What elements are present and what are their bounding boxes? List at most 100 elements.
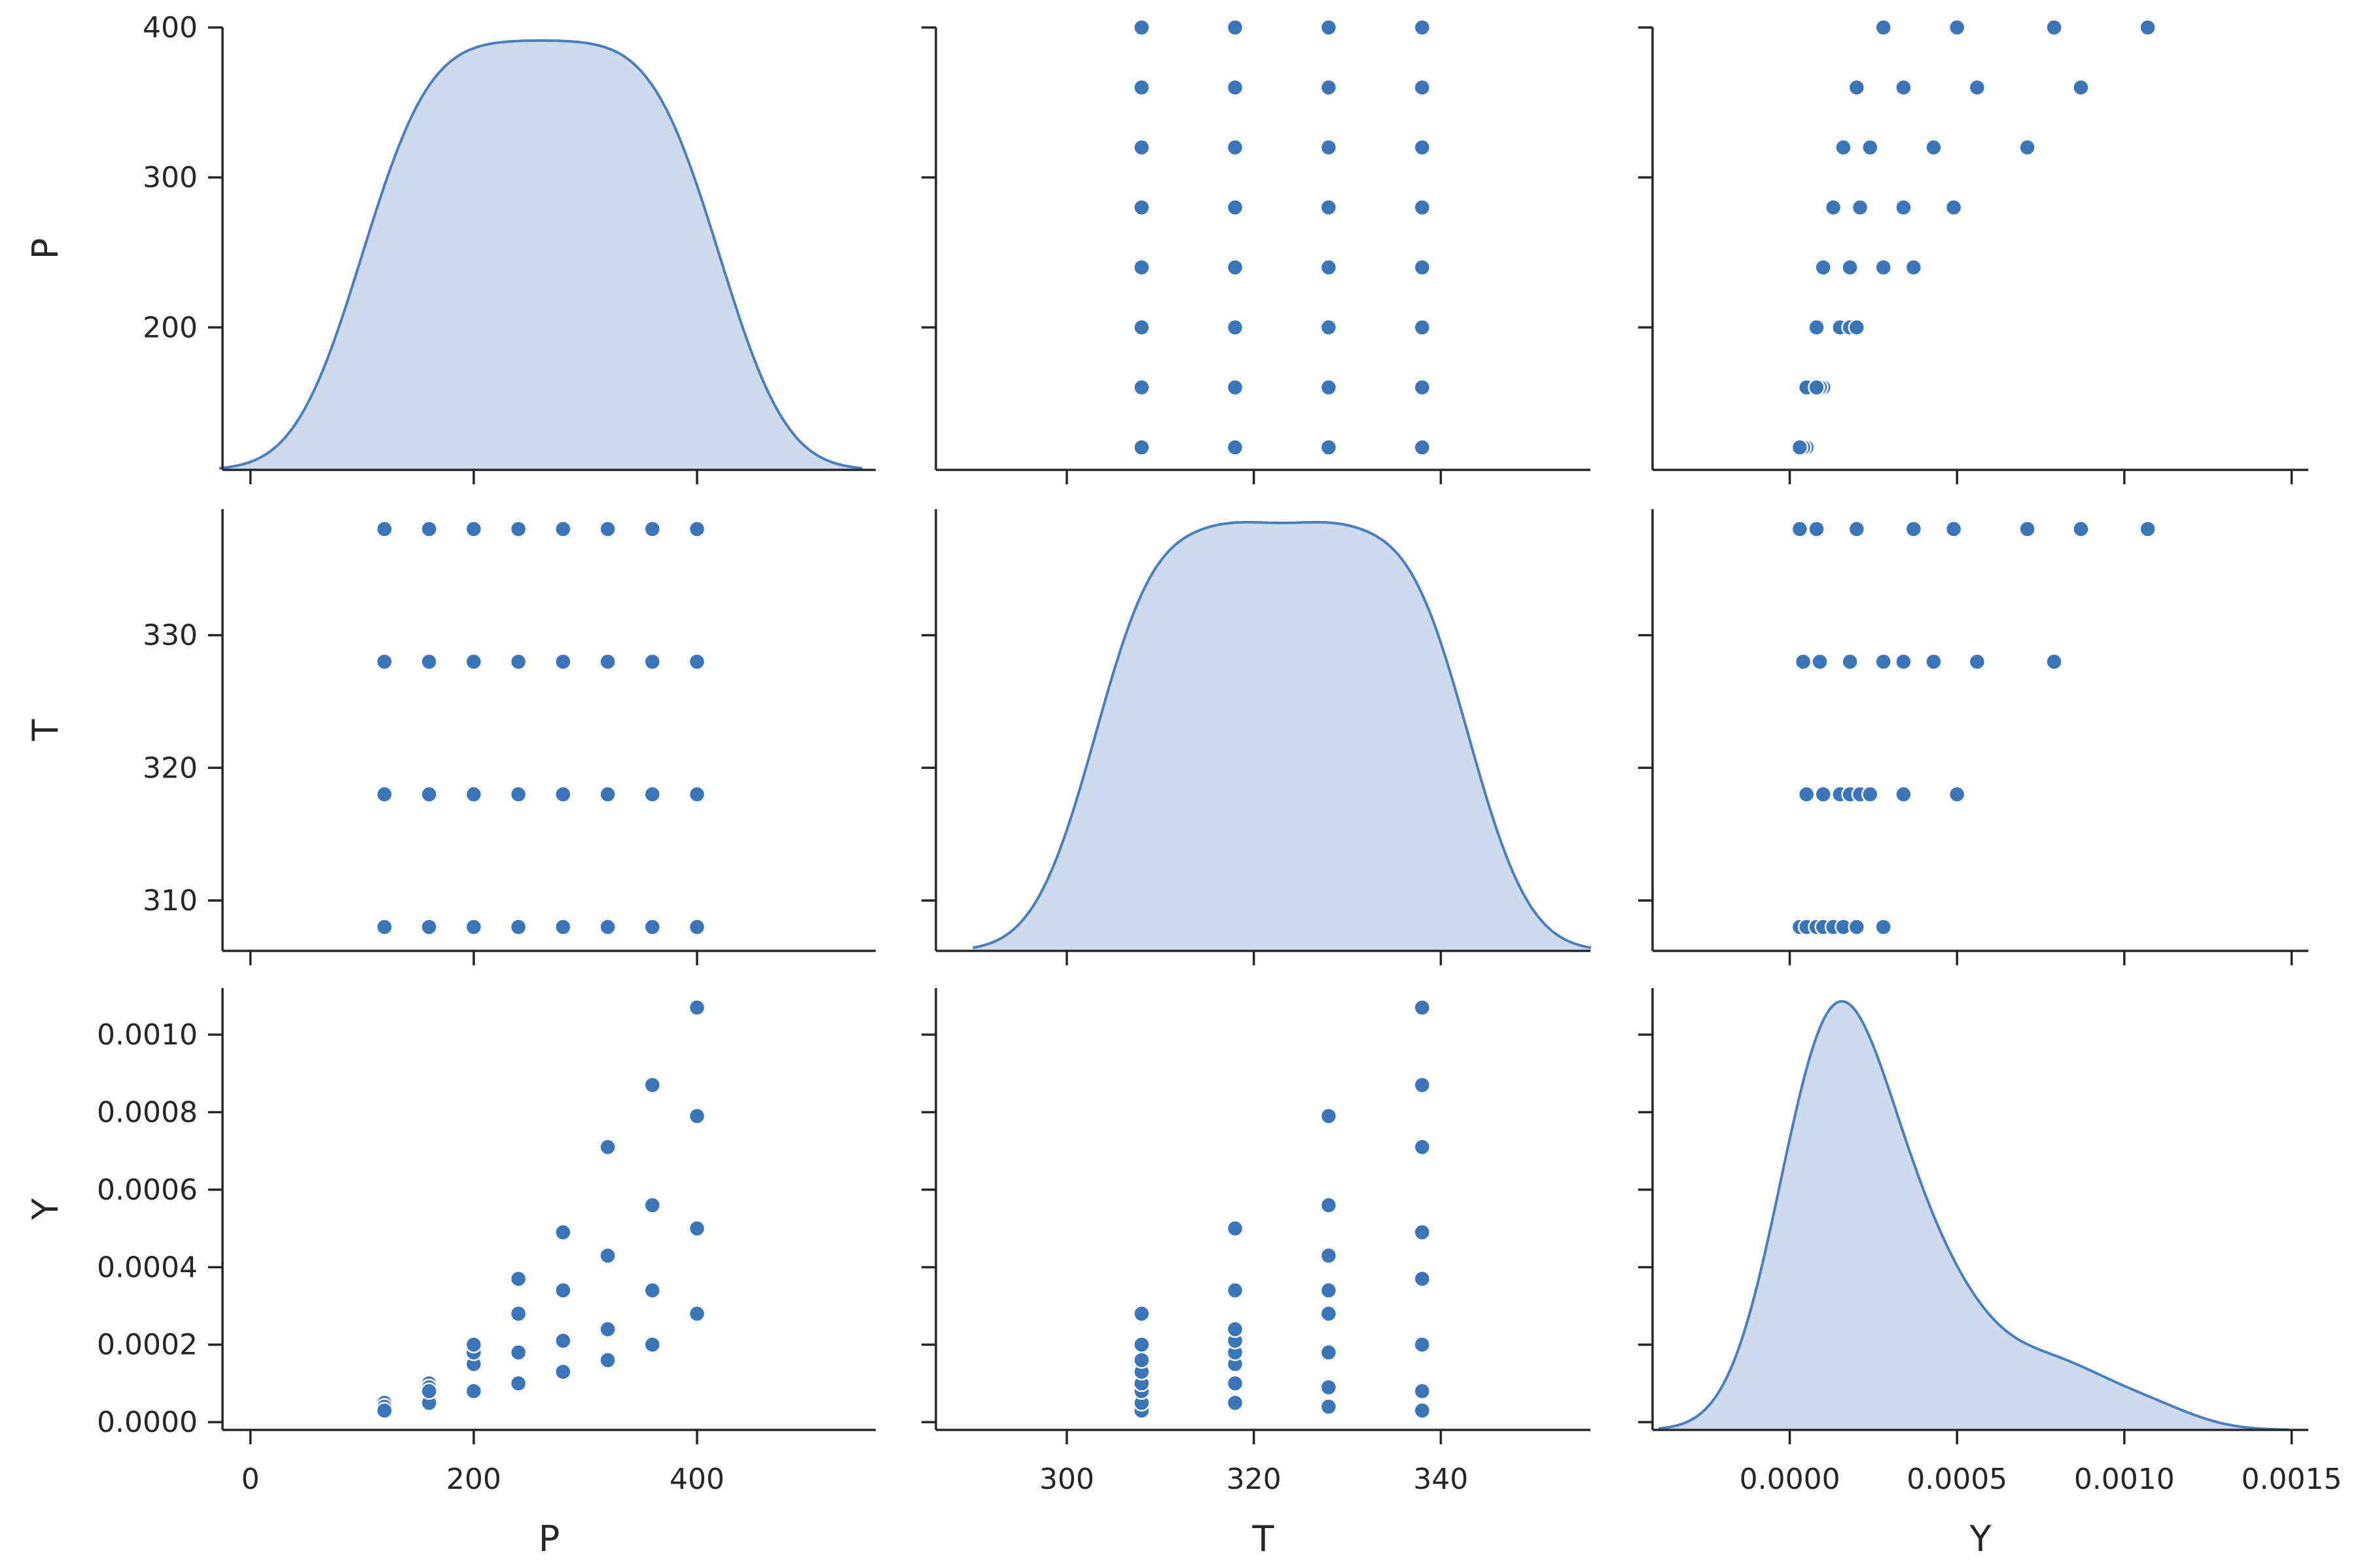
scatter-point-Y-vs-T-31 — [1413, 999, 1431, 1016]
panel-Y-vs-Y: 0.0000 0.0005 0.0010 0.0015 — [1638, 988, 2342, 1496]
scatter-point-T-vs-P-5 — [599, 918, 617, 936]
scatter-point-P-vs-T-31 — [1413, 18, 1431, 37]
scatter-point-T-vs-Y-26 — [1848, 520, 1866, 538]
x-tick-label: 300 — [1039, 1463, 1094, 1496]
scatter-point-T-vs-P-28 — [554, 520, 572, 538]
y-tick-label: 400 — [143, 11, 198, 45]
scatter-point-T-vs-Y-17 — [1811, 652, 1829, 671]
scatter-point-P-vs-T-15 — [1226, 18, 1244, 37]
scatter-point-T-vs-P-6 — [643, 918, 662, 936]
scatter-point-T-vs-P-4 — [554, 918, 572, 936]
scatter-point-T-vs-P-25 — [420, 520, 438, 538]
y-tick-label: 320 — [143, 751, 198, 785]
scatter-point-P-vs-T-27 — [1413, 258, 1431, 276]
scatter-point-T-vs-P-10 — [465, 785, 483, 804]
scatter-point-P-vs-T-25 — [1413, 378, 1431, 397]
scatter-point-T-vs-Y-23 — [2045, 652, 2063, 671]
scatter-point-Y-vs-P-24 — [376, 1402, 393, 1419]
x-tick-label: 400 — [670, 1463, 725, 1496]
scatter-point-Y-vs-T-15 — [1226, 1219, 1244, 1238]
scatter-point-T-vs-Y-9 — [1814, 785, 1832, 804]
scatter-point-T-vs-P-0 — [376, 918, 393, 936]
y-tick-label: 0.0006 — [97, 1173, 198, 1207]
scatter-point-P-vs-T-28 — [1413, 198, 1431, 217]
y-tick-label: 0.0000 — [97, 1406, 198, 1439]
scatter-point-T-vs-P-30 — [643, 520, 662, 538]
scatter-point-T-vs-Y-31 — [2139, 520, 2157, 538]
scatter-point-T-vs-P-14 — [643, 785, 662, 804]
scatter-point-P-vs-Y-12 — [1851, 198, 1869, 217]
scatter-point-P-vs-T-21 — [1319, 139, 1338, 156]
scatter-point-P-vs-T-4 — [1133, 198, 1151, 217]
scatter-point-Y-vs-T-22 — [1319, 1196, 1338, 1214]
scatter-point-P-vs-Y-7 — [1874, 18, 1892, 37]
scatter-point-Y-vs-T-16 — [1319, 1398, 1338, 1416]
scatter-point-T-vs-P-2 — [465, 918, 483, 936]
scatter-point-Y-vs-P-22 — [643, 1196, 662, 1214]
scatter-point-P-vs-Y-22 — [1968, 79, 1986, 96]
scatter-point-P-vs-T-9 — [1226, 378, 1244, 397]
scatter-point-Y-vs-P-12 — [554, 1332, 572, 1350]
scatter-point-P-vs-Y-15 — [1948, 18, 1966, 37]
scatter-point-T-vs-P-1 — [420, 918, 438, 936]
scatter-point-Y-vs-T-24 — [1413, 1402, 1431, 1419]
scatter-point-Y-vs-T-26 — [1413, 1336, 1431, 1353]
scatter-point-T-vs-P-17 — [420, 652, 438, 671]
scatter-point-T-vs-P-23 — [688, 652, 706, 671]
scatter-point-P-vs-Y-14 — [1895, 79, 1912, 96]
scatter-point-P-vs-T-22 — [1319, 79, 1338, 96]
scatter-point-P-vs-T-30 — [1413, 79, 1431, 96]
scatter-point-Y-vs-T-19 — [1319, 1305, 1338, 1323]
scatter-point-P-vs-T-17 — [1319, 378, 1338, 397]
x-tick-label: 340 — [1413, 1463, 1468, 1496]
scatter-point-P-vs-T-19 — [1319, 258, 1338, 276]
scatter-point-Y-vs-T-27 — [1413, 1270, 1431, 1288]
scatter-point-Y-vs-T-30 — [1413, 1076, 1431, 1094]
scatter-point-T-vs-P-15 — [688, 785, 706, 804]
y-tick-label: 0.0004 — [97, 1251, 198, 1284]
panel-T-vs-Y — [1638, 509, 2308, 965]
scatter-point-T-vs-Y-25 — [1808, 520, 1825, 538]
scatter-point-Y-vs-T-13 — [1226, 1320, 1244, 1338]
scatter-point-T-vs-Y-16 — [1794, 652, 1812, 671]
scatter-point-Y-vs-T-14 — [1226, 1281, 1244, 1300]
scatter-point-Y-vs-P-23 — [688, 1107, 706, 1125]
scatter-point-T-vs-P-7 — [688, 918, 706, 936]
x-tick-label: 0.0015 — [2241, 1463, 2342, 1496]
panel-Y-vs-T: 300 320 340 — [922, 988, 1590, 1496]
scatter-point-Y-vs-P-31 — [688, 999, 706, 1016]
scatter-point-P-vs-Y-21 — [1925, 139, 1943, 156]
scatter-point-Y-vs-T-9 — [1226, 1374, 1244, 1393]
scatter-point-P-vs-Y-23 — [2045, 18, 2063, 37]
scatter-point-P-vs-T-24 — [1413, 438, 1431, 456]
scatter-point-P-vs-Y-19 — [1874, 258, 1892, 276]
panel-grid: 2003004003103203300.00000.00020.00040.00… — [25, 11, 2342, 1559]
y-axis-title-P: P — [25, 238, 66, 260]
scatter-point-Y-vs-T-23 — [1319, 1107, 1338, 1125]
panel-T-vs-P: 310 320 330 — [143, 509, 876, 965]
scatter-point-Y-vs-P-19 — [509, 1305, 528, 1323]
scatter-point-T-vs-Y-6 — [1848, 918, 1866, 936]
x-tick-label: 0.0005 — [1907, 1463, 2007, 1496]
scatter-point-Y-vs-P-2 — [465, 1382, 483, 1400]
scatter-point-Y-vs-P-6 — [643, 1336, 662, 1353]
y-tick-label: 310 — [143, 884, 198, 918]
scatter-point-T-vs-P-22 — [643, 652, 662, 671]
scatter-point-P-vs-T-26 — [1413, 319, 1431, 336]
scatter-point-T-vs-Y-18 — [1841, 652, 1859, 671]
x-tick-label: 200 — [446, 1463, 501, 1496]
scatter-point-Y-vs-P-29 — [599, 1138, 617, 1156]
scatter-point-T-vs-Y-28 — [1944, 520, 1963, 538]
scatter-point-T-vs-P-19 — [509, 652, 528, 671]
kde-line-Y — [1658, 999, 2289, 1431]
scatter-point-P-vs-T-7 — [1133, 18, 1151, 37]
y-tick-label: 0.0008 — [97, 1096, 198, 1129]
scatter-point-Y-vs-T-28 — [1413, 1223, 1431, 1241]
scatter-point-P-vs-Y-20 — [1895, 198, 1912, 217]
scatter-point-T-vs-P-13 — [599, 785, 617, 804]
scatter-point-T-vs-P-31 — [688, 520, 706, 538]
scatter-point-P-vs-Y-6 — [1848, 79, 1866, 96]
scatter-point-P-vs-T-2 — [1133, 319, 1151, 336]
scatter-point-T-vs-P-11 — [509, 785, 528, 804]
